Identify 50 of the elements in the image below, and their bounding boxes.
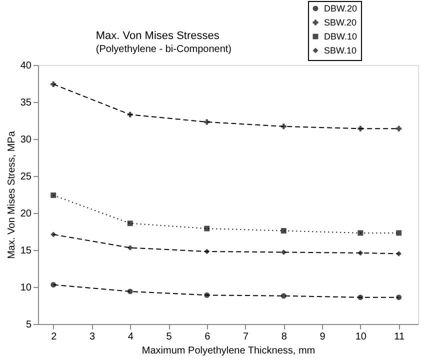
- point: [204, 226, 210, 232]
- point: [396, 250, 402, 256]
- legend-label: DBW.20: [324, 4, 358, 14]
- point: [280, 249, 286, 255]
- chart-subtitle: (Polyethylene - bi-Component): [96, 44, 232, 55]
- point: [50, 282, 56, 288]
- y-tick-label: 35: [20, 98, 32, 108]
- point: [204, 292, 210, 298]
- point: [50, 232, 56, 238]
- point: [280, 124, 286, 130]
- point: [396, 294, 402, 300]
- y-tick-label: 25: [20, 172, 32, 182]
- x-tick-label: 11: [394, 332, 405, 342]
- x-tick-label: 5: [166, 332, 172, 342]
- point: [50, 192, 56, 198]
- x-tick-label: 10: [355, 332, 367, 342]
- y-axis-title: Max. Von Mises Stress, MPa: [6, 130, 18, 259]
- point: [127, 112, 133, 118]
- y-tick-label: 30: [20, 134, 32, 146]
- legend-label: SBW.10: [324, 46, 357, 56]
- legend-label: DBW.10: [324, 32, 358, 42]
- y-tick-label: 20: [20, 208, 32, 220]
- point: [50, 82, 56, 87]
- x-tick-label: 3: [89, 332, 96, 342]
- x-tick-label: 2: [51, 332, 58, 342]
- point: [127, 220, 133, 226]
- x-tick-label: 7: [242, 332, 249, 342]
- point: [204, 248, 210, 254]
- y-tick-label: 40: [20, 60, 32, 72]
- point: [127, 288, 133, 294]
- point: [358, 294, 364, 300]
- point: [396, 230, 402, 236]
- y-tick-label: 10: [20, 282, 32, 294]
- point: [280, 293, 286, 299]
- point: [396, 126, 402, 132]
- point: [280, 228, 286, 234]
- y-tick-label: 15: [20, 246, 32, 256]
- legend-label: SBW.20: [324, 18, 357, 28]
- x-tick-label: 6: [204, 332, 211, 342]
- point: [358, 230, 364, 236]
- x-tick-label: 8: [281, 332, 288, 342]
- y-tick-label: 5: [26, 320, 32, 330]
- x-tick-label: 9: [320, 332, 326, 342]
- x-tick-label: 4: [128, 332, 134, 342]
- point: [204, 119, 210, 125]
- point: [358, 126, 364, 132]
- point: [358, 250, 364, 256]
- x-axis-title: Maximum Polyethylene Thickness, mm: [142, 346, 316, 356]
- point: [127, 245, 133, 251]
- chart-title: Max. Von Mises Stresses: [96, 30, 220, 42]
